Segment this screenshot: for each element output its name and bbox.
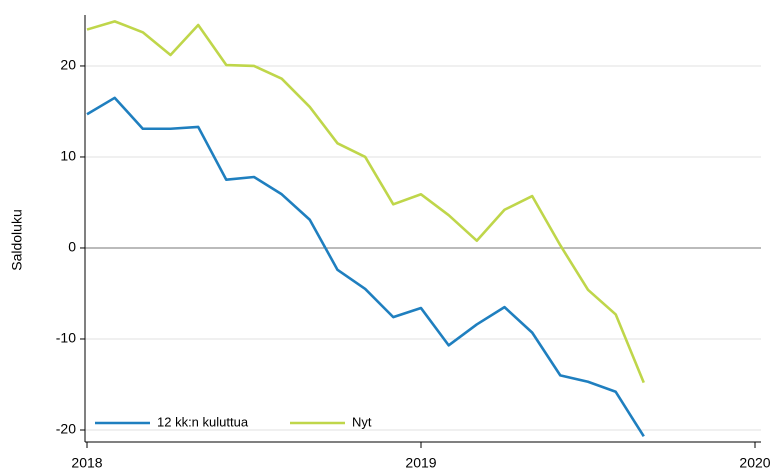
line-series [86,20,645,384]
y-tick-label: -10 [56,330,76,346]
y-tick-label: -20 [56,421,76,437]
line-series [86,96,645,438]
x-tick-label: 2018 [71,455,102,471]
legend-label: Nyt [352,414,372,429]
y-axis-label: Saldoluku [9,209,25,271]
x-tick-label: 2020 [739,455,770,471]
x-tick-label: 2019 [405,455,436,471]
y-tick-label: 0 [68,239,76,255]
y-tick-label: 20 [60,57,76,73]
y-tick-label: 10 [60,148,76,164]
legend-label: 12 kk:n kuluttua [157,414,249,429]
